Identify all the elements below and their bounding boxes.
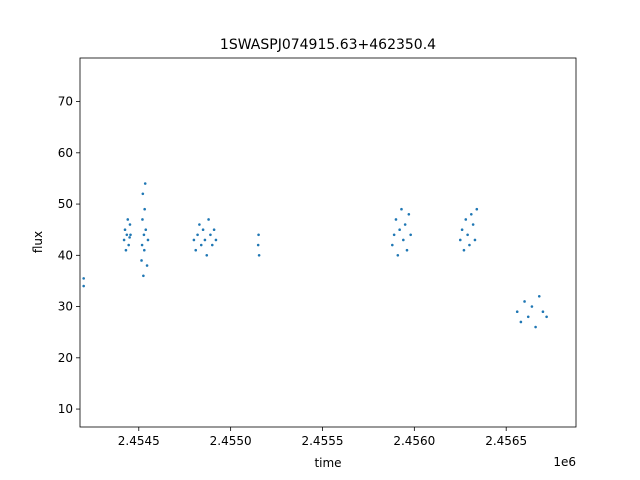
data-point [145,264,149,267]
data-point [146,238,150,242]
data-point [140,259,143,262]
data-point [196,233,199,237]
data-point [128,223,132,226]
data-point [396,254,400,257]
data-point [530,305,534,308]
data-point [129,233,132,237]
data-point [201,228,205,231]
x-axis-label: time [314,456,341,470]
data-point [458,238,462,242]
y-tick-label: 30 [58,300,73,314]
data-point [194,248,198,252]
y-tick-label: 70 [58,95,73,109]
data-point [192,238,196,242]
y-tick-label: 40 [58,248,73,262]
data-point [122,238,126,242]
data-point [545,315,548,319]
y-tick-label: 10 [58,402,73,416]
data-point [519,320,523,324]
data-point [256,243,260,247]
data-point [205,254,209,257]
data-point [475,207,479,211]
data-point [409,233,412,237]
y-tick-label: 20 [58,351,73,365]
data-point [468,243,471,247]
data-point [469,213,473,216]
data-point [203,238,207,242]
x-tick-label: 2.4555 [301,434,343,448]
data-point [142,233,146,237]
data-points [82,182,548,329]
data-point [127,243,130,247]
data-point [144,228,148,231]
data-point [124,248,128,252]
chart-title: 1SWASPJ074915.63+462350.4 [220,37,436,53]
data-point [126,218,130,221]
x-axis-offset-label: 1e6 [553,455,576,469]
data-point [140,243,144,247]
y-axis-ticks: 10 20 30 40 50 60 70 [58,95,80,416]
data-point [82,284,85,288]
data-point [471,223,475,226]
data-point [257,233,260,237]
data-point [210,243,214,247]
data-point [143,248,146,252]
data-point [534,325,537,329]
data-point [400,207,403,211]
data-point [515,310,519,313]
data-point [207,218,210,221]
data-point [141,218,144,221]
data-point [141,192,145,196]
data-point [214,238,218,242]
plot-frame [79,57,577,428]
x-tick-label: 2.4550 [210,434,252,448]
data-point [128,236,131,239]
data-point [462,248,466,252]
data-point [391,243,394,247]
data-point [392,233,396,237]
data-point [460,228,464,231]
data-point [209,233,212,237]
x-tick-label: 2.4545 [118,434,160,448]
data-point [466,233,469,237]
data-point [394,218,398,221]
data-point [143,207,146,211]
x-axis-ticks: 2.4545 2.4550 2.4555 2.4560 2.4565 [118,427,527,448]
data-point [523,300,526,303]
data-point [123,228,127,231]
y-tick-label: 50 [58,197,73,211]
y-tick-label: 60 [58,146,73,160]
data-point [407,213,411,216]
data-point [402,238,405,242]
data-point [473,238,477,242]
data-point [143,182,147,185]
data-point [125,233,129,237]
data-point [142,274,145,278]
data-point [526,315,530,319]
data-point [257,254,261,257]
x-tick-label: 2.4560 [393,434,435,448]
x-tick-label: 2.4565 [485,434,527,448]
data-point [199,243,203,247]
data-point [198,223,201,226]
data-point [537,295,541,298]
data-point [405,248,409,252]
data-point [82,277,85,280]
data-point [398,228,401,231]
y-axis-label: flux [31,231,45,253]
data-point [541,310,545,313]
data-point [403,223,407,226]
data-point [464,218,468,221]
data-point [212,228,216,231]
